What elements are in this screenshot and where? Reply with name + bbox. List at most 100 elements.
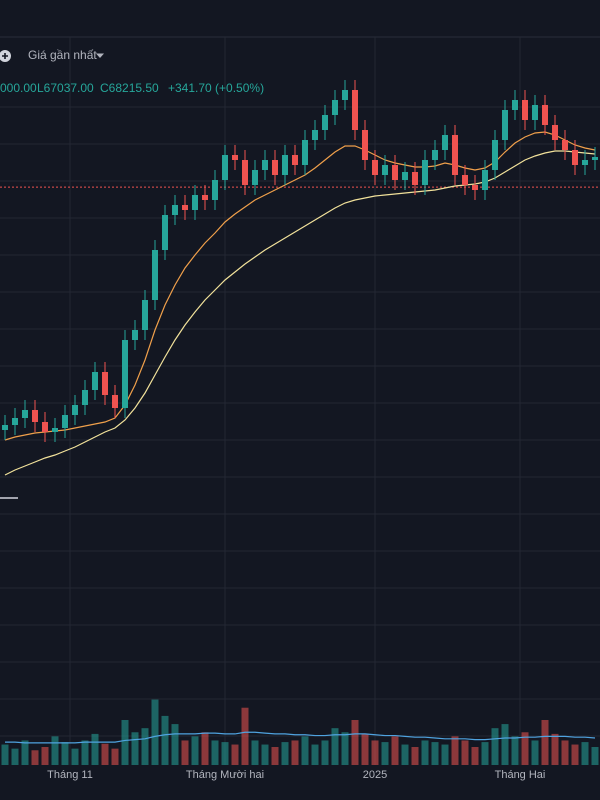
candle-body	[462, 175, 468, 185]
add-icon-plus	[2, 53, 8, 59]
volume-bar	[271, 747, 279, 765]
volume-bar	[561, 740, 569, 765]
candle-body	[542, 105, 548, 125]
volume-bar	[511, 736, 519, 765]
volume-bar	[451, 736, 459, 765]
volume-bar	[251, 740, 259, 765]
candle-body	[292, 155, 298, 165]
volume-bar	[101, 743, 109, 765]
price-source[interactable]: Giá gần nhất	[28, 48, 97, 62]
volume-bar	[71, 748, 79, 765]
x-tick-label: Tháng 11	[47, 769, 93, 781]
candle-body	[422, 160, 428, 185]
volume-bar	[81, 740, 89, 765]
volume-bar	[351, 720, 359, 765]
volume-bar	[571, 744, 579, 765]
volume-bar	[111, 748, 119, 765]
volume-bar	[291, 740, 299, 765]
volume-bar	[181, 740, 189, 765]
volume-bar	[421, 740, 429, 765]
dropdown-arrow[interactable]	[96, 53, 104, 59]
volume-bar	[481, 742, 489, 765]
candle-body	[162, 215, 168, 250]
plot: Tháng 11 Tháng Mười hai 2025 Tháng Hai	[0, 80, 600, 781]
volume-bar	[51, 736, 59, 765]
candle-body	[152, 250, 158, 300]
grid	[0, 37, 600, 765]
candle-body	[112, 395, 118, 408]
volume-bar	[11, 748, 19, 765]
candle-body	[342, 90, 348, 100]
volume-bar	[31, 750, 39, 765]
candle-body	[382, 165, 388, 175]
volume-bar	[321, 740, 329, 765]
volume-bar	[341, 732, 349, 765]
volume-bar	[531, 740, 539, 765]
candle-body	[512, 100, 518, 110]
volume-bar	[401, 744, 409, 765]
volume-bar	[131, 732, 139, 765]
volume-bar	[391, 736, 399, 765]
volume-bar	[161, 715, 169, 765]
candle-body	[32, 410, 38, 422]
volume-bar	[151, 699, 159, 765]
candle-body	[522, 100, 528, 120]
candle-body	[212, 180, 218, 200]
candle-body	[2, 425, 8, 430]
candle-body	[242, 160, 248, 185]
candle-body	[252, 170, 258, 185]
volume-bar	[211, 740, 219, 765]
volume-bar	[191, 736, 199, 765]
candle-body	[182, 205, 188, 210]
volume-bar	[171, 724, 179, 765]
volume-bar	[521, 732, 529, 765]
candle-body	[392, 165, 398, 180]
candle-body	[72, 405, 78, 415]
candle-body	[322, 115, 328, 130]
candle-body	[92, 372, 98, 390]
candle-body	[592, 157, 598, 160]
volume-bar	[361, 733, 369, 765]
volume-bar	[21, 740, 29, 765]
volume-bar	[461, 740, 469, 765]
volume-bar	[501, 724, 509, 765]
candle-body	[582, 160, 588, 165]
candle-body	[482, 170, 488, 190]
candle-body	[42, 422, 48, 432]
candle-body	[502, 110, 508, 140]
volume-bar	[61, 742, 69, 765]
candle-body	[472, 185, 478, 190]
candle-body	[412, 172, 418, 185]
candle-body	[492, 140, 498, 170]
candle-body	[222, 155, 228, 180]
volume-bar	[261, 744, 269, 765]
volume-bar	[581, 742, 589, 765]
x-tick-label: Tháng Mười hai	[186, 769, 264, 781]
volume-bar	[471, 747, 479, 765]
volume-bar	[91, 733, 99, 765]
candle-body	[352, 90, 358, 130]
candle-body	[372, 160, 378, 175]
moving-average-line	[4, 150, 596, 476]
candle-body	[282, 155, 288, 175]
volume-bar	[491, 728, 499, 765]
candle-body	[312, 130, 318, 140]
volume-bar	[311, 744, 319, 765]
candle-body	[562, 140, 568, 150]
volume-bar	[441, 744, 449, 765]
volume-bar	[331, 728, 339, 765]
candle-body	[102, 372, 108, 395]
candle-body	[272, 160, 278, 175]
volume-bar	[141, 728, 149, 765]
candle-body	[442, 135, 448, 150]
candle-body	[202, 195, 208, 200]
candle-body	[572, 150, 578, 165]
candle-body	[402, 172, 408, 180]
volume-bar	[411, 747, 419, 765]
x-tick-label: Tháng Hai	[495, 769, 546, 781]
candle-body	[232, 155, 238, 160]
candle-body	[432, 150, 438, 160]
volume-ma-line	[5, 731, 596, 744]
